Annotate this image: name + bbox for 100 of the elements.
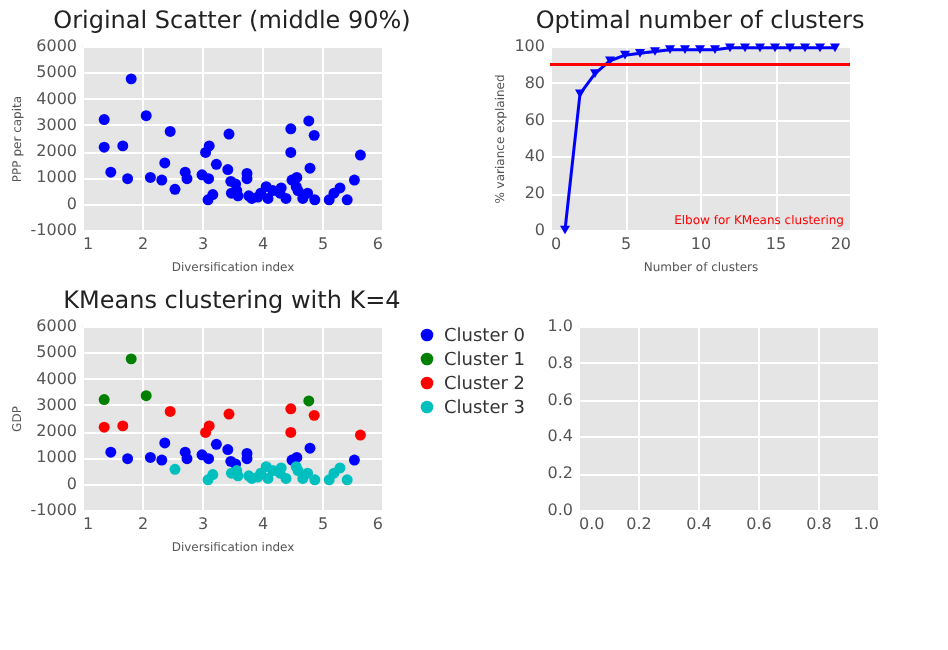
- point: [159, 157, 171, 169]
- x-tick-label: 2: [137, 515, 149, 533]
- legend-label: Cluster 3: [444, 399, 526, 419]
- point: [164, 405, 176, 417]
- x-tick-label: 4: [257, 235, 269, 253]
- chart-title: KMeans clustering with K=4: [63, 286, 401, 314]
- point: [210, 158, 222, 170]
- point: [117, 420, 129, 432]
- y-tick-label: 5000: [36, 63, 77, 82]
- point: [105, 446, 117, 458]
- point: [304, 162, 316, 174]
- point: [650, 47, 660, 56]
- point: [590, 69, 600, 78]
- y-tick-label: 0.0: [547, 501, 573, 519]
- point: [341, 474, 353, 486]
- y-tick-label: 2000: [36, 422, 77, 441]
- x-tick-label: 4: [257, 515, 269, 533]
- x-tick-label: 0.8: [806, 515, 832, 533]
- point: [203, 420, 215, 432]
- point: [710, 45, 720, 55]
- point: [122, 453, 134, 465]
- point: [159, 437, 171, 449]
- x-tick-label: 6: [372, 235, 383, 253]
- point: [144, 171, 156, 183]
- legend-label: Cluster 1: [444, 351, 526, 371]
- point: [309, 474, 321, 486]
- point: [156, 174, 168, 186]
- point: [169, 183, 181, 195]
- x-tick-label: 10: [690, 235, 712, 253]
- y-tick-label: 0: [66, 194, 77, 213]
- legend-label: Cluster 0: [444, 327, 526, 347]
- point: [680, 45, 690, 55]
- x-tick-label: 3: [197, 235, 209, 253]
- point: [695, 45, 705, 55]
- x-tick-label: 0.4: [686, 515, 712, 533]
- y-tick-label: 6000: [36, 317, 77, 335]
- point: [308, 129, 320, 141]
- point: [181, 173, 193, 185]
- point: [354, 429, 366, 441]
- point: [348, 454, 360, 466]
- point: [125, 353, 137, 365]
- point: [207, 469, 219, 480]
- point: [302, 467, 314, 479]
- point: [665, 45, 675, 55]
- point: [207, 189, 219, 200]
- point: [203, 453, 215, 465]
- y-tick-label: 1000: [36, 448, 77, 467]
- point: [285, 146, 297, 158]
- point: [140, 110, 152, 122]
- y-tick-label: -1000: [30, 501, 77, 519]
- point: [125, 73, 137, 85]
- point: [334, 182, 346, 194]
- point: [308, 409, 320, 421]
- point: [620, 50, 630, 60]
- point: [635, 49, 645, 58]
- x-tick-label: 1.0: [853, 515, 879, 533]
- point: [223, 128, 235, 140]
- point: [181, 453, 193, 465]
- y-tick-label: 2000: [36, 142, 77, 161]
- legend-label: Cluster 2: [444, 375, 526, 395]
- y-tick-label: 5000: [36, 343, 77, 362]
- point: [222, 444, 234, 456]
- y-tick-label: 0: [66, 474, 77, 493]
- x-tick-label: 0.6: [746, 515, 772, 533]
- y-tick-label: 20: [524, 184, 545, 203]
- point: [98, 421, 110, 433]
- x-tick-label: 1: [83, 235, 94, 253]
- point: [285, 426, 297, 438]
- point: [203, 140, 215, 152]
- chart-title: Original Scatter (middle 90%): [53, 6, 411, 34]
- y-tick-label: 0.6: [547, 390, 573, 409]
- point: [140, 390, 152, 402]
- point: [105, 166, 117, 178]
- point: [334, 462, 346, 474]
- point: [309, 194, 321, 206]
- point: [122, 173, 134, 185]
- point: [210, 438, 222, 450]
- point: [291, 171, 303, 183]
- x-tick-label: 15: [765, 235, 787, 253]
- x-tick-label: 1: [83, 515, 94, 533]
- point: [98, 141, 110, 153]
- point: [348, 174, 360, 186]
- point: [303, 115, 315, 127]
- x-tick-label: 2: [137, 235, 149, 253]
- point: [98, 114, 110, 126]
- y-tick-label: 3000: [36, 115, 77, 134]
- chart-title: Optimal number of clusters: [535, 6, 865, 34]
- y-tick-label: 80: [524, 73, 545, 92]
- point: [280, 192, 292, 204]
- x-tick-label: 0.0: [579, 515, 605, 533]
- point: [164, 125, 176, 137]
- y-tick-label: 0: [534, 221, 545, 239]
- point: [98, 394, 110, 406]
- point: [303, 395, 315, 407]
- y-tick-label: 0.8: [547, 353, 573, 372]
- y-tick-label: 0.2: [547, 464, 573, 483]
- y-tick-label: 4000: [36, 369, 77, 388]
- point: [203, 173, 215, 185]
- x-tick-label: 5: [620, 235, 632, 253]
- point: [285, 403, 297, 415]
